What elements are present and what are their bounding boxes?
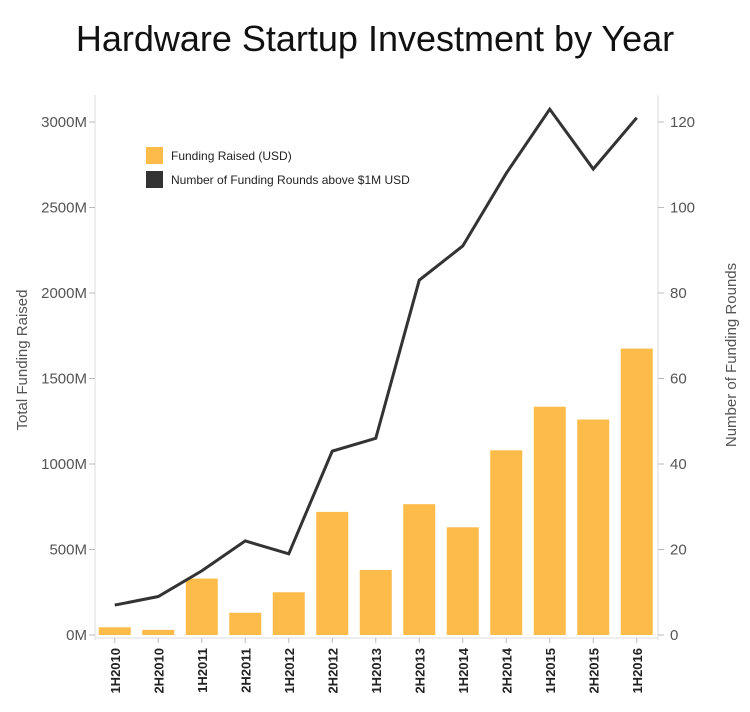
bars-group (98, 348, 653, 635)
bar-2H2014 (490, 450, 523, 635)
bar-1H2013 (359, 570, 392, 635)
left-tick-label: 3000M (41, 114, 87, 131)
bar-1H2012 (272, 592, 305, 635)
left-tick-label: 500M (49, 542, 87, 559)
chart-title: Hardware Startup Investment by Year (75, 18, 675, 59)
x-tick-label-1H2010: 1H2010 (108, 648, 123, 694)
bar-1H2011 (185, 578, 218, 635)
right-tick-label: 60 (670, 371, 687, 388)
bar-1H2014 (446, 527, 479, 635)
right-axis-title: Number of Funding Rounds (723, 263, 740, 447)
line-group (114, 106, 638, 607)
bar-2H2010 (142, 629, 175, 635)
x-tick-label-2H2012: 2H2012 (325, 648, 340, 694)
bar-2H2012 (316, 511, 349, 635)
x-tick-label-1H2011: 1H2011 (195, 648, 210, 693)
right-tick-label: 120 (670, 114, 695, 131)
axes-group: 0M 500M 1000M 1500M 2000M 2500M 3000M 0 20 40 60 80… (14, 95, 740, 644)
right-tick-label: 80 (670, 285, 687, 302)
right-tick-label: 40 (670, 456, 687, 473)
right-tick-label: 20 (670, 542, 687, 559)
left-axis-title: Total Funding Raised (14, 290, 31, 431)
x-tick-label-1H2015: 1H2015 (543, 648, 558, 694)
left-tick-label: 2500M (41, 200, 87, 217)
x-tick-label-2H2015: 2H2015 (586, 648, 601, 694)
legend-group: Funding Raised (USD) Number of Funding Ro… (146, 147, 410, 188)
x-tick-label-1H2013: 1H2013 (369, 648, 384, 694)
labels-group: 1H2010 2H2010 1H2011 2H2011 1H2012 2H2012 1H20… (108, 638, 645, 694)
legend-swatch-funding (146, 147, 163, 164)
legend-label-rounds: Number of Funding Rounds above $1M USD (171, 173, 410, 187)
left-tick-label: 0M (66, 627, 87, 644)
bar-1H2015 (533, 406, 566, 635)
bar-2H2015 (577, 419, 610, 635)
legend-label-funding: Funding Raised (USD) (171, 149, 292, 163)
bar-1H2016 (620, 348, 653, 635)
right-tick-label: 0 (670, 627, 678, 644)
x-tick-label-2H2010: 2H2010 (151, 648, 166, 694)
bar-2H2013 (403, 504, 436, 635)
x-tick-label-1H2014: 1H2014 (456, 647, 471, 693)
bar-2H2011 (229, 612, 262, 635)
x-tick-label-1H2012: 1H2012 (282, 648, 297, 694)
x-tick-label-1H2016: 1H2016 (630, 648, 645, 694)
legend-swatch-rounds (146, 171, 163, 188)
left-tick-label: 1500M (41, 371, 87, 388)
left-tick-label: 1000M (41, 456, 87, 473)
x-tick-label-2H2014: 2H2014 (499, 647, 514, 693)
left-tick-label: 2000M (41, 285, 87, 302)
x-tick-label-2H2013: 2H2013 (412, 648, 427, 694)
bar-1H2010 (98, 627, 131, 635)
funding-rounds-line (114, 106, 638, 607)
right-tick-label: 100 (670, 200, 695, 217)
x-tick-label-2H2011: 2H2011 (238, 648, 253, 693)
